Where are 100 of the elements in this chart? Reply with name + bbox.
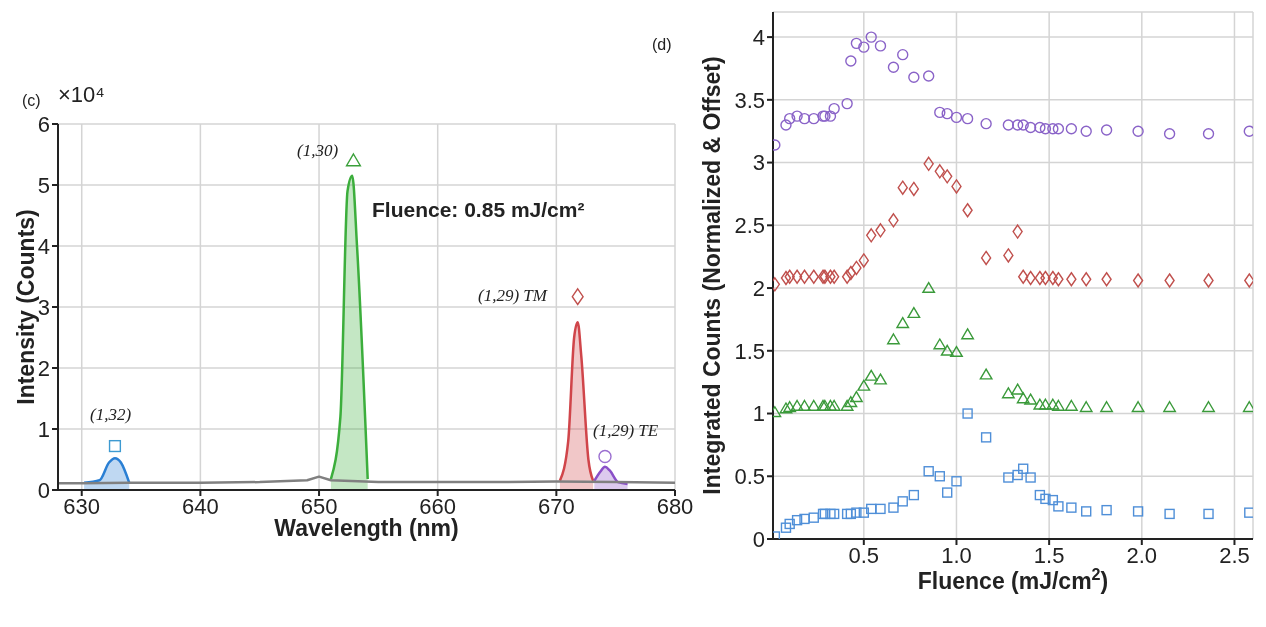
point (1016, 392, 1030, 404)
point (1132, 506, 1144, 517)
point (845, 265, 857, 281)
point (1034, 121, 1046, 134)
point (825, 269, 836, 284)
point (783, 112, 796, 125)
point (1047, 270, 1059, 286)
point (845, 55, 857, 67)
point (887, 333, 900, 345)
point (799, 269, 810, 284)
point (1039, 122, 1052, 135)
point (779, 402, 793, 414)
point (790, 399, 804, 411)
x-axis-title: Fluence (mJ/cm$^{2}$) (917, 565, 1109, 594)
point (850, 37, 863, 50)
point (1164, 508, 1175, 520)
point (942, 169, 953, 184)
point (825, 508, 836, 520)
point (799, 513, 810, 525)
point (934, 471, 945, 482)
y-axis-title: Intensity (Counts) (13, 209, 40, 405)
point (798, 399, 811, 411)
point (1081, 506, 1092, 517)
point (875, 223, 886, 238)
point (1024, 121, 1037, 134)
y-tick-label: 1.5 (734, 338, 765, 364)
point (875, 503, 886, 515)
y-tick-label: 1 (37, 416, 50, 442)
point (922, 281, 936, 293)
x-tick-label: 1.5 (1033, 542, 1065, 568)
point (874, 373, 887, 385)
point (783, 401, 797, 413)
point (1034, 489, 1046, 501)
point (888, 213, 899, 228)
point (1203, 273, 1214, 288)
point (1065, 122, 1078, 135)
point (1034, 270, 1046, 286)
point (896, 316, 910, 329)
point (1038, 398, 1052, 410)
chart-title: (c) (22, 92, 41, 110)
point (784, 518, 795, 530)
y-tick-label: 3.5 (734, 87, 765, 113)
point (791, 110, 803, 122)
annotation: (1,29) TE (593, 421, 659, 441)
point (1052, 122, 1065, 135)
point (980, 250, 992, 266)
point (845, 508, 857, 520)
point (908, 71, 920, 83)
point (962, 408, 973, 419)
text: (d) (652, 36, 672, 54)
point (858, 41, 870, 53)
point (828, 269, 840, 284)
point (866, 228, 877, 243)
point (980, 117, 992, 130)
point (345, 153, 362, 167)
point (791, 269, 803, 284)
point (808, 269, 819, 284)
point (980, 432, 992, 443)
point (1046, 398, 1060, 410)
y-axis-title: Integrated Counts (Normalized & Offset) (699, 56, 726, 495)
point (934, 106, 946, 119)
y-tick-label: 0 (37, 477, 50, 503)
point (1012, 469, 1023, 481)
point (1203, 508, 1214, 520)
x-tick-label: 0.5 (848, 542, 880, 568)
point (841, 269, 853, 284)
point (897, 496, 908, 507)
point (961, 328, 975, 340)
point (1047, 122, 1059, 135)
point (941, 107, 953, 120)
point (1163, 401, 1177, 413)
point (1017, 463, 1029, 474)
point (1002, 119, 1015, 131)
point (824, 399, 837, 411)
point (1011, 383, 1025, 395)
annotation: Fluence: 0.85 mJ/cm² (372, 198, 585, 222)
point (1132, 273, 1144, 288)
x-tick-label: 2.0 (1126, 542, 1158, 568)
point (841, 97, 853, 110)
y-tick-label: 4 (37, 233, 50, 259)
point (1024, 393, 1038, 405)
point (598, 449, 612, 464)
y-tick-label: 3 (752, 150, 765, 176)
point (828, 102, 840, 115)
x-tick-label: 640 (182, 493, 219, 519)
y-tick-label: 2.5 (734, 213, 765, 239)
point (923, 466, 934, 477)
point (827, 399, 841, 411)
point (1163, 128, 1176, 140)
point (1080, 125, 1092, 137)
point (922, 70, 935, 82)
point (849, 391, 863, 403)
line-series (58, 475, 675, 485)
point (1066, 272, 1077, 287)
point (950, 111, 963, 124)
point (1001, 387, 1015, 399)
point (1079, 401, 1093, 413)
x-tick-label: 670 (537, 493, 575, 519)
y-tick-label: 0 (752, 526, 765, 552)
point (961, 112, 974, 125)
